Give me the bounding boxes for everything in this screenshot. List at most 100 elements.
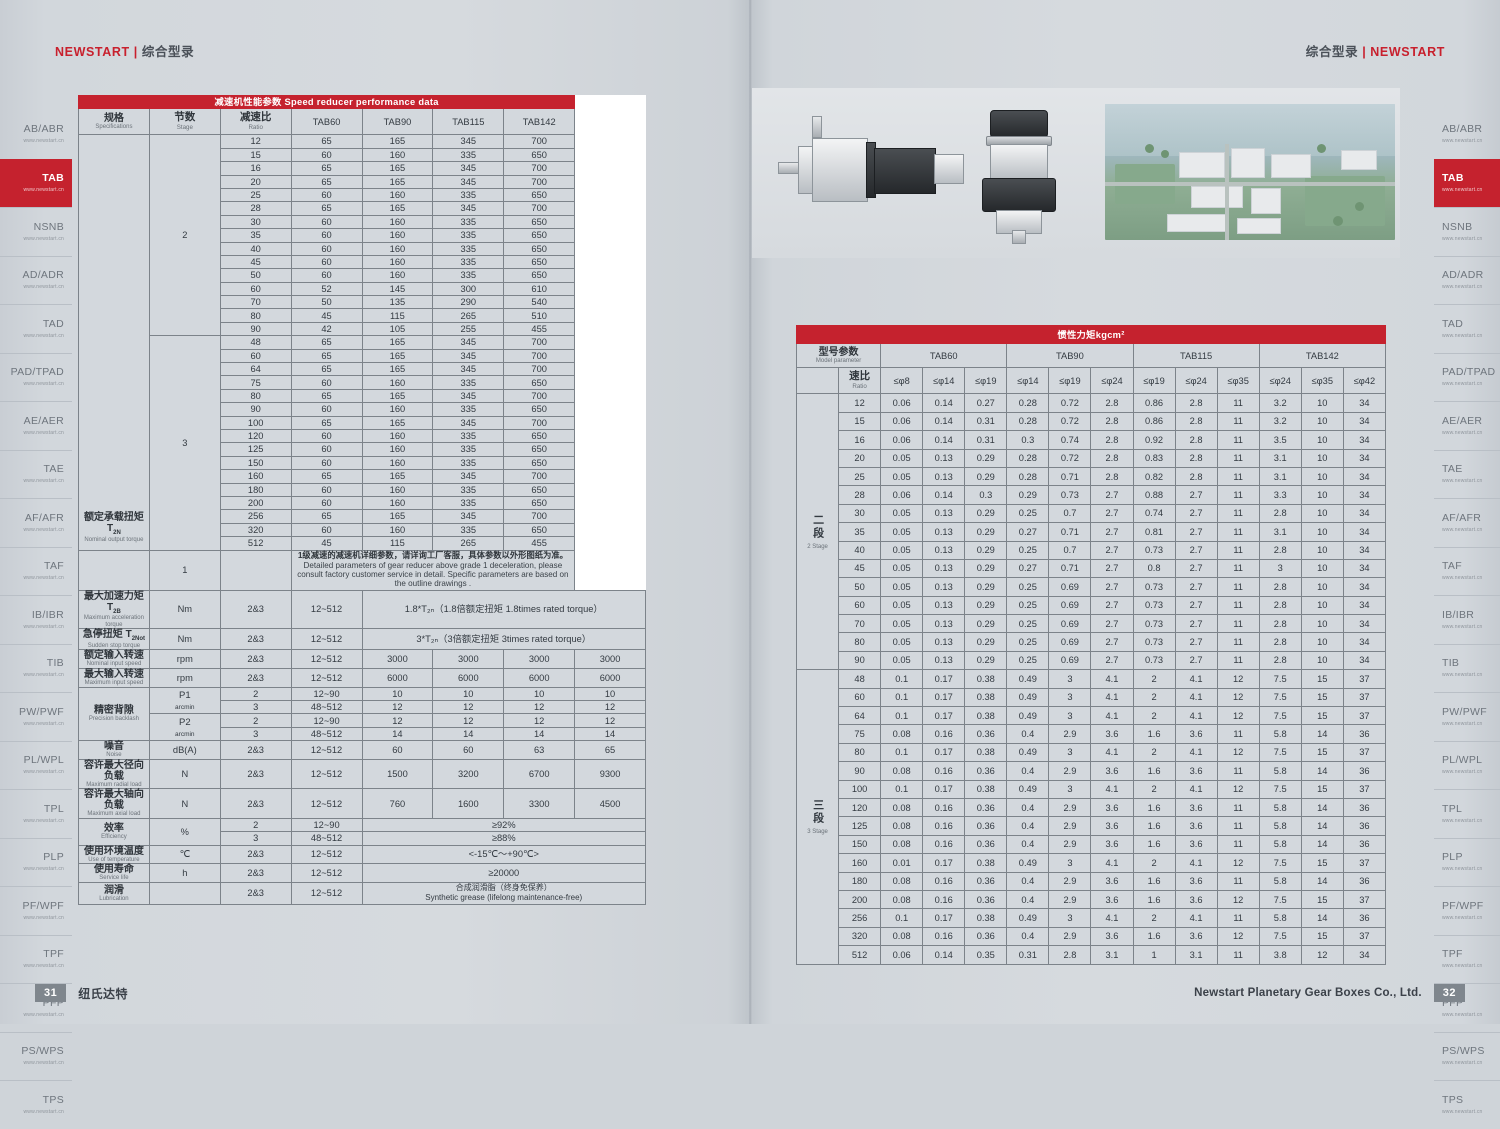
sidebar-item-pf-wpf[interactable]: PF/WPF www.newstart.cn xyxy=(1434,886,1500,935)
torque-value: 335 xyxy=(432,402,505,417)
inertia-value: 0.28 xyxy=(1006,411,1050,432)
sidebar-item-ad-adr[interactable]: AD/ADR www.newstart.cn xyxy=(0,255,72,305)
inertia-value: 12 xyxy=(1216,926,1260,947)
sidebar-item-ab-abr[interactable]: AB/ABR www.newstart.cn xyxy=(1434,110,1500,159)
inertia-value: 11 xyxy=(1216,485,1260,505)
inertia-value: 11 xyxy=(1216,871,1260,891)
inertia-value: 0.4 xyxy=(1006,724,1050,744)
inertia-value: 2.8 xyxy=(1258,577,1302,597)
ratio-cell: 15 xyxy=(219,147,292,163)
sidebar-item-tpl[interactable]: TPL www.newstart.cn xyxy=(0,789,72,838)
sidebar-item-ad-adr[interactable]: AD/ADR www.newstart.cn xyxy=(1434,255,1500,305)
inertia-value: 0.28 xyxy=(1006,466,1050,487)
sidebar-item-label: TAB xyxy=(1442,172,1464,185)
sidebar-item-tae[interactable]: TAE www.newstart.cn xyxy=(1434,449,1500,499)
sidebar-item-tpf[interactable]: TPF www.newstart.cn xyxy=(0,934,72,984)
value-cell: 65 xyxy=(574,740,646,760)
inertia-value: 34 xyxy=(1342,614,1387,634)
inertia-value: 11 xyxy=(1216,834,1260,855)
sidebar-item-tib[interactable]: TIB www.newstart.cn xyxy=(0,643,72,693)
backlash-unit-cell: P1 arcmin xyxy=(148,686,221,715)
ratio-cell: 20 xyxy=(219,174,292,189)
perf-row-stage3-320: 320 60 160 335 650 xyxy=(79,522,646,538)
perf-row-stage3-80: 80 65 165 345 700 xyxy=(79,388,646,404)
inertia-value: 2.8 xyxy=(1174,430,1218,450)
inertia-value: 0.13 xyxy=(922,595,966,616)
inertia-value: 36 xyxy=(1342,816,1387,836)
sidebar-item-ae-aer[interactable]: AE/AER www.newstart.cn xyxy=(1434,401,1500,450)
torque-value: 60 xyxy=(290,147,363,163)
perf-spec2-row-0: 噪音 Noise dB(A) 2&3 12~512 60 60 63 65 xyxy=(78,740,646,760)
sidebar-item-tps[interactable]: TPS www.newstart.cn xyxy=(1434,1080,1500,1129)
sidebar-item-ps-wps[interactable]: PS/WPS www.newstart.cn xyxy=(0,1031,72,1081)
sidebar-item-url: www.newstart.cn xyxy=(23,187,64,194)
value-cell: 6000 xyxy=(361,668,434,688)
unit-cell: rpm xyxy=(148,668,221,688)
torque-value: 160 xyxy=(361,495,434,511)
sidebar-item-pw-pwf[interactable]: PW/PWF www.newstart.cn xyxy=(0,692,72,741)
sidebar-item-tae[interactable]: TAE www.newstart.cn xyxy=(0,449,72,499)
sidebar-item-ps-wps[interactable]: PS/WPS www.newstart.cn xyxy=(1434,1031,1500,1081)
sidebar-item-af-afr[interactable]: AF/AFR www.newstart.cn xyxy=(1434,498,1500,547)
sidebar-item-ae-aer[interactable]: AE/AER www.newstart.cn xyxy=(0,401,72,450)
sidebar-item-plp[interactable]: PLP www.newstart.cn xyxy=(1434,837,1500,887)
sidebar-item-pfp[interactable]: PFP www.newstart.cn xyxy=(0,983,72,1032)
value-cell: 9300 xyxy=(574,758,646,790)
sidebar-item-pad-tpad[interactable]: PAD/TPAD www.newstart.cn xyxy=(1434,352,1500,402)
sidebar-item-tab[interactable]: TAB www.newstart.cn xyxy=(1434,158,1500,207)
sidebar-item-tib[interactable]: TIB www.newstart.cn xyxy=(1434,643,1500,693)
perf-lubrication-row: 润滑 Lubrication 2&3 12~512 合成润滑脂（终身免保养） Synthe… xyxy=(78,881,646,905)
torque-value: 335 xyxy=(432,147,505,163)
inertia-value: 2.7 xyxy=(1090,577,1134,597)
sidebar-item-taf[interactable]: TAF www.newstart.cn xyxy=(0,546,72,596)
inertia-value: 2.8 xyxy=(1090,448,1134,468)
sidebar-item-taf[interactable]: TAF www.newstart.cn xyxy=(1434,546,1500,596)
sidebar-item-tad[interactable]: TAD www.newstart.cn xyxy=(0,304,72,353)
sidebar-item-tpf[interactable]: TPF www.newstart.cn xyxy=(1434,934,1500,984)
sidebar-item-pl-wpl[interactable]: PL/WPL www.newstart.cn xyxy=(1434,740,1500,790)
inertia-row-stage3-180: 180 0.08 0.16 0.36 0.4 2.9 3.6 1.6 3.6 11 5.8 14 36 xyxy=(797,871,1387,891)
sidebar-item-nsnb[interactable]: NSNB www.newstart.cn xyxy=(0,207,72,256)
catalog-title-right: 综合型录 xyxy=(1305,45,1359,59)
inertia-value: 11 xyxy=(1216,797,1260,818)
sidebar-item-pw-pwf[interactable]: PW/PWF www.newstart.cn xyxy=(1434,692,1500,741)
perf-spec3-row-1: 使用寿命 Service life h 2&3 12~512 ≥20000 xyxy=(78,863,646,883)
inertia-value: 0.08 xyxy=(880,761,924,781)
inertia-value: 0.8 xyxy=(1132,558,1176,579)
sidebar-item-pf-wpf[interactable]: PF/WPF www.newstart.cn xyxy=(0,886,72,935)
inertia-value: 3.6 xyxy=(1090,797,1134,818)
sidebar-item-tad[interactable]: TAD www.newstart.cn xyxy=(1434,304,1500,353)
sidebar-item-tpl[interactable]: TPL www.newstart.cn xyxy=(1434,789,1500,838)
torque-value: 700 xyxy=(503,348,576,364)
sidebar-item-pad-tpad[interactable]: PAD/TPAD www.newstart.cn xyxy=(0,352,72,402)
sidebar-item-ib-ibr[interactable]: IB/IBR www.newstart.cn xyxy=(1434,595,1500,644)
inertia-value: 37 xyxy=(1342,779,1387,799)
inertia-value: 2.9 xyxy=(1048,724,1092,744)
inertia-row-stage3-256: 256 0.1 0.17 0.38 0.49 3 4.1 2 4.1 11 5.8 14 36 xyxy=(797,908,1387,928)
inertia-value: 0.82 xyxy=(1132,466,1176,487)
torque-value: 135 xyxy=(361,295,434,310)
header-stage: 节数 Stage xyxy=(148,108,221,136)
perf-row-stage3-180: 180 60 160 335 650 xyxy=(79,482,646,497)
sidebar-item-pfp[interactable]: PFP www.newstart.cn xyxy=(1434,983,1500,1032)
inertia-value: 34 xyxy=(1342,577,1387,597)
inertia-value: 3.2 xyxy=(1258,393,1302,413)
sidebar-item-tab[interactable]: TAB www.newstart.cn xyxy=(0,158,72,207)
sidebar-item-nsnb[interactable]: NSNB www.newstart.cn xyxy=(1434,207,1500,256)
inertia-value: 0.29 xyxy=(964,614,1008,634)
sidebar-item-ab-abr[interactable]: AB/ABR www.newstart.cn xyxy=(0,110,72,159)
value-cell: 10 xyxy=(574,686,646,702)
torque-value: 335 xyxy=(432,522,505,538)
sidebar-item-ib-ibr[interactable]: IB/IBR www.newstart.cn xyxy=(0,595,72,644)
unit-cell: dB(A) xyxy=(148,740,221,760)
inertia-row-stage2-30: 30 0.05 0.13 0.29 0.25 0.7 2.7 0.74 2.7 11 2.8 10 34 xyxy=(797,503,1387,524)
torque-value: 610 xyxy=(503,281,576,297)
company-name-cn: 纽氏达特 xyxy=(78,986,128,1001)
sidebar-item-plp[interactable]: PLP www.newstart.cn xyxy=(0,837,72,887)
inertia-value: 0.13 xyxy=(922,522,966,542)
sidebar-item-af-afr[interactable]: AF/AFR www.newstart.cn xyxy=(0,498,72,547)
sidebar-item-url: www.newstart.cn xyxy=(23,332,64,339)
sidebar-item-pl-wpl[interactable]: PL/WPL www.newstart.cn xyxy=(0,740,72,790)
inertia-value: 2 xyxy=(1132,687,1176,708)
sidebar-item-tps[interactable]: TPS www.newstart.cn xyxy=(0,1080,72,1129)
